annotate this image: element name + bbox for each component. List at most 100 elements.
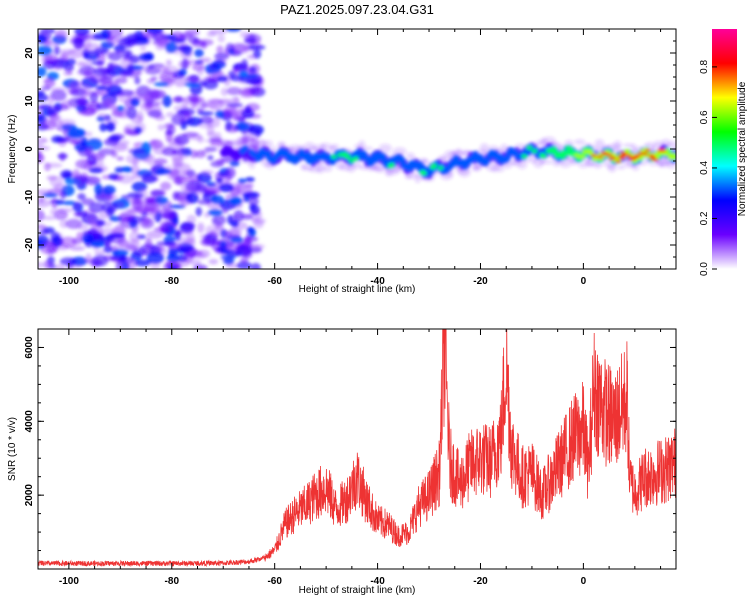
ridge-blob-1 (452, 154, 460, 161)
noise-blob (106, 84, 123, 96)
noise-blob (189, 259, 202, 266)
spectrogram-y-ticks: -20 -10 0 10 20 (24, 40, 676, 258)
noise-blob (209, 139, 225, 147)
noise-blob (117, 92, 132, 104)
ridge-blob-4 (625, 154, 632, 157)
noise-blob (153, 226, 170, 233)
noise-blob (61, 200, 77, 206)
noise-blob (220, 207, 229, 214)
noise-blob (105, 196, 115, 202)
noise-blob (46, 105, 60, 116)
noise-blob (233, 43, 250, 55)
noise-blob (220, 87, 229, 97)
noise-blob (141, 173, 157, 184)
noise-blob (167, 123, 176, 136)
noise-blob (118, 37, 135, 49)
noise-blob (215, 110, 225, 119)
noise-blob (60, 169, 73, 180)
noise-blob (234, 213, 250, 218)
noise-blob (206, 98, 224, 104)
spectrogram-x-tick-label-3: -40 (370, 276, 385, 287)
noise-blob (85, 253, 92, 265)
noise-blob (138, 188, 149, 201)
ridge-blob-3 (611, 153, 618, 158)
noise-blob (104, 97, 117, 108)
ridge-blob-2 (420, 170, 428, 176)
noise-blob (197, 222, 205, 233)
noise-blob (186, 249, 203, 257)
noise-blob (38, 151, 43, 163)
noise-blob (82, 85, 91, 98)
noise-blob (253, 219, 264, 229)
noise-blob (38, 145, 51, 151)
noise-blob (38, 93, 49, 102)
noise-blob (101, 201, 118, 214)
ridge-halo-blob (421, 158, 429, 165)
noise-blob (196, 172, 212, 184)
noise-blob (212, 59, 226, 69)
ridge-blob-4 (620, 151, 627, 155)
spectrogram-y-tick-label-0: -20 (24, 237, 35, 252)
snr-x-tick-label-3: -40 (370, 576, 385, 587)
noise-blob (59, 152, 66, 162)
noise-blob (144, 196, 156, 203)
noise-blob (218, 183, 234, 193)
noise-blob (150, 190, 165, 197)
noise-blob (165, 111, 175, 118)
noise-blob (94, 249, 106, 256)
noise-blob (119, 70, 130, 77)
noise-blob (210, 228, 220, 238)
noise-blob (247, 54, 257, 60)
ridge-halo-blob (616, 164, 626, 170)
ridge-blob-3 (586, 149, 594, 154)
noise-blob (201, 183, 220, 194)
noise-blob (231, 236, 244, 244)
noise-blob (155, 43, 165, 51)
noise-blob (226, 86, 242, 96)
noise-blob (125, 128, 139, 136)
noise-blob (59, 236, 77, 249)
noise-blob (38, 195, 45, 204)
noise-blob (76, 231, 84, 240)
noise-blob (42, 29, 51, 38)
noise-blob (130, 41, 145, 46)
noise-blob (115, 261, 123, 269)
noise-blob (39, 243, 56, 248)
noise-blob (109, 232, 126, 244)
noise-blob (194, 102, 210, 108)
ridge-blob-2 (344, 154, 352, 160)
noise-blob (127, 63, 135, 75)
ridge-blob-4 (659, 149, 667, 152)
noise-blob (49, 199, 65, 204)
noise-blob (217, 75, 229, 83)
noise-blob (150, 76, 158, 82)
noise-blob (199, 234, 209, 239)
noise-blob (121, 49, 130, 60)
noise-blob (180, 183, 197, 193)
noise-blob (117, 174, 135, 184)
noise-blob (147, 161, 164, 167)
noise-blob (181, 221, 196, 230)
noise-blob (198, 123, 215, 129)
noise-blob (181, 97, 189, 109)
noise-blob (160, 181, 172, 191)
snr-frame (37, 328, 677, 570)
colorbar-tick-label-3: 0.6 (699, 110, 710, 124)
noise-blob (53, 45, 61, 56)
spectrogram-marks (38, 29, 676, 269)
noise-blob (234, 184, 247, 193)
noise-blob (229, 228, 240, 238)
ridge-halo-blob (270, 146, 277, 153)
noise-blob (178, 150, 190, 159)
noise-blob (130, 97, 140, 107)
spectrogram-x-tick-label-0: -100 (59, 276, 79, 287)
noise-blob (175, 114, 184, 119)
noise-blob (47, 95, 55, 105)
spectrogram-y-axis-label: Frequency (Hz) (7, 115, 18, 184)
noise-blob (42, 215, 57, 221)
noise-blob (81, 233, 95, 244)
noise-blob (38, 230, 51, 235)
noise-blob (38, 224, 47, 230)
ridge-blob-4 (634, 154, 641, 158)
noise-blob (195, 150, 207, 159)
